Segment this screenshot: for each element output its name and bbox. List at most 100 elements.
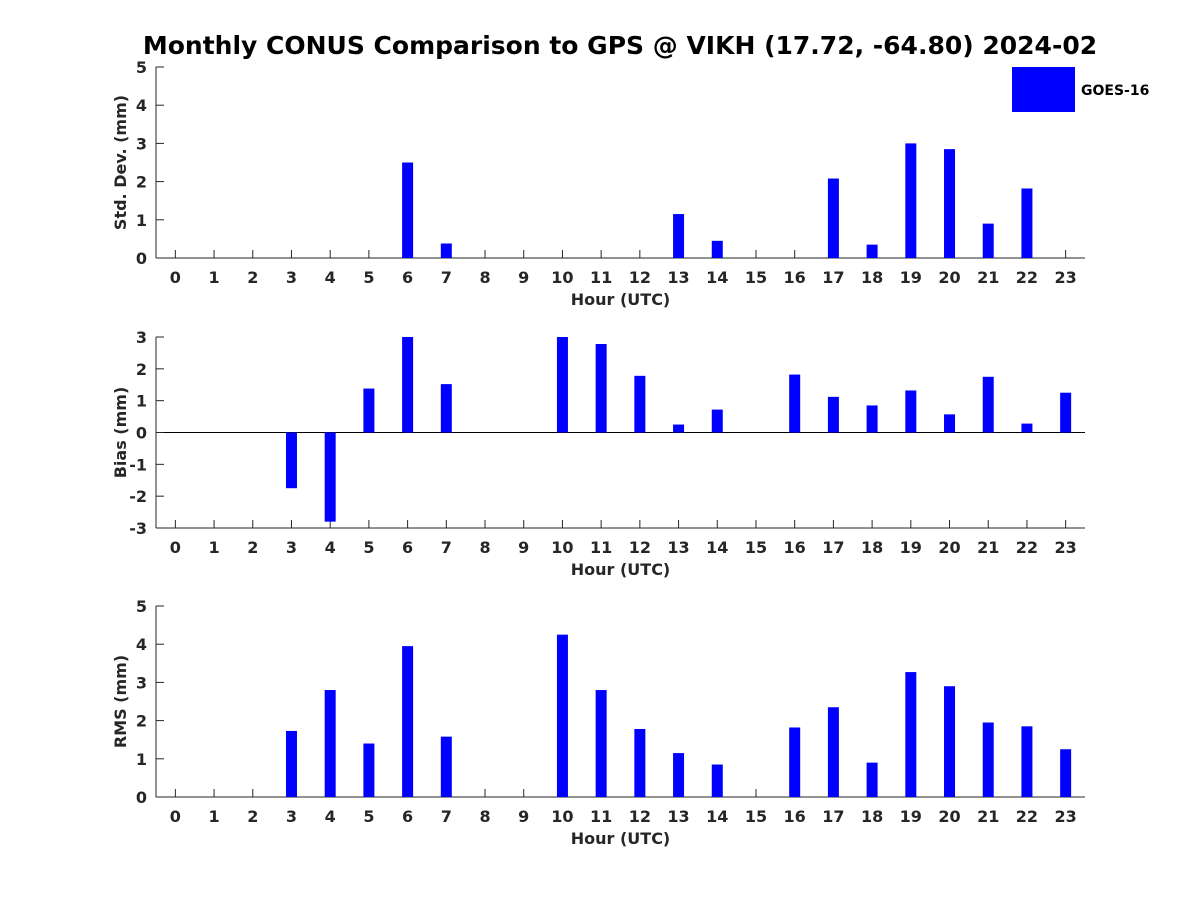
bar-hour-14 [711, 240, 723, 258]
x-tick-label: 23 [1055, 538, 1077, 557]
bar-hour-21 [982, 722, 994, 797]
x-tick-label: 0 [170, 538, 181, 557]
bar-hour-14 [711, 409, 723, 433]
x-tick-label: 21 [977, 538, 999, 557]
y-tick-label: 0 [136, 424, 147, 443]
bar-hour-20 [944, 414, 956, 433]
y-tick-label: -2 [129, 487, 147, 506]
bar-hour-21 [982, 376, 994, 433]
y-axis-label: Std. Dev. (mm) [111, 95, 130, 230]
x-tick-label: 4 [325, 268, 336, 287]
x-tick-label: 5 [363, 538, 374, 557]
bar-hour-10 [556, 337, 568, 433]
x-axis-label: Hour (UTC) [571, 560, 671, 579]
bar-hour-16 [789, 374, 801, 433]
y-tick-label: 1 [136, 211, 147, 230]
x-tick-label: 18 [861, 807, 883, 826]
y-tick-label: 3 [136, 673, 147, 692]
bar-hour-5 [363, 388, 375, 433]
y-tick-label: 4 [136, 96, 147, 115]
x-tick-label: 16 [784, 807, 806, 826]
bar-hour-22 [1021, 188, 1033, 258]
x-tick-label: 16 [784, 538, 806, 557]
y-tick-label: 3 [136, 328, 147, 347]
x-tick-label: 1 [208, 538, 219, 557]
x-tick-label: 2 [247, 807, 258, 826]
bar-hour-18 [866, 244, 878, 258]
bar-hour-7 [440, 736, 452, 797]
bar-hour-19 [905, 390, 917, 433]
y-tick-label: 5 [136, 58, 147, 77]
x-tick-label: 13 [667, 538, 689, 557]
x-tick-label: 5 [363, 268, 374, 287]
x-tick-label: 20 [938, 807, 960, 826]
x-tick-label: 8 [479, 268, 490, 287]
x-tick-label: 14 [706, 538, 728, 557]
x-tick-label: 1 [208, 807, 219, 826]
bar-hour-7 [440, 243, 452, 258]
y-tick-label: 2 [136, 360, 147, 379]
bar-hour-6 [402, 646, 414, 797]
x-tick-label: 10 [551, 268, 573, 287]
y-tick-label: 3 [136, 134, 147, 153]
x-tick-label: 10 [551, 807, 573, 826]
y-axis-label: RMS (mm) [111, 655, 130, 748]
x-tick-label: 20 [938, 538, 960, 557]
x-tick-label: 17 [822, 268, 844, 287]
y-tick-label: -3 [129, 519, 147, 538]
x-tick-label: 11 [590, 268, 612, 287]
x-tick-label: 11 [590, 538, 612, 557]
x-tick-label: 21 [977, 807, 999, 826]
legend: GOES-16 [1012, 67, 1149, 112]
bar-hour-11 [595, 690, 607, 797]
bar-hour-17 [827, 707, 839, 797]
x-tick-label: 10 [551, 538, 573, 557]
x-tick-label: 15 [745, 538, 767, 557]
chart-title: Monthly CONUS Comparison to GPS @ VIKH (… [143, 31, 1097, 60]
x-tick-label: 6 [402, 807, 413, 826]
x-axis-label: Hour (UTC) [571, 829, 671, 848]
bar-hour-3 [285, 432, 297, 489]
bar-hour-3 [285, 730, 297, 797]
bar-hour-14 [711, 764, 723, 797]
y-tick-label: 5 [136, 597, 147, 616]
bar-hour-10 [556, 634, 568, 797]
x-tick-label: 14 [706, 268, 728, 287]
x-tick-label: 19 [900, 807, 922, 826]
x-tick-label: 9 [518, 807, 529, 826]
x-tick-label: 1 [208, 268, 219, 287]
bar-hour-13 [673, 753, 685, 797]
x-tick-label: 12 [629, 268, 651, 287]
bar-hour-17 [827, 178, 839, 258]
x-tick-label: 6 [402, 538, 413, 557]
x-tick-label: 19 [900, 268, 922, 287]
bar-hour-19 [905, 672, 917, 797]
y-tick-label: 2 [136, 712, 147, 731]
legend-label: GOES-16 [1081, 83, 1149, 99]
bar-hour-18 [866, 762, 878, 797]
bar-hour-6 [402, 162, 414, 258]
x-tick-label: 2 [247, 538, 258, 557]
y-tick-label: 1 [136, 750, 147, 769]
bar-hour-13 [673, 214, 685, 258]
x-tick-label: 17 [822, 538, 844, 557]
x-tick-label: 18 [861, 538, 883, 557]
x-tick-label: 0 [170, 807, 181, 826]
x-tick-label: 13 [667, 268, 689, 287]
x-tick-label: 7 [441, 807, 452, 826]
bar-hour-4 [324, 690, 336, 797]
bar-hour-23 [1060, 749, 1072, 797]
y-axis-label: Bias (mm) [111, 387, 130, 479]
x-tick-label: 3 [286, 268, 297, 287]
x-tick-label: 14 [706, 807, 728, 826]
x-tick-label: 8 [479, 807, 490, 826]
bar-hour-21 [982, 223, 994, 258]
x-tick-label: 7 [441, 538, 452, 557]
x-tick-label: 18 [861, 268, 883, 287]
bar-hour-12 [634, 375, 646, 433]
x-tick-label: 7 [441, 268, 452, 287]
bar-hour-12 [634, 729, 646, 797]
x-tick-label: 3 [286, 807, 297, 826]
